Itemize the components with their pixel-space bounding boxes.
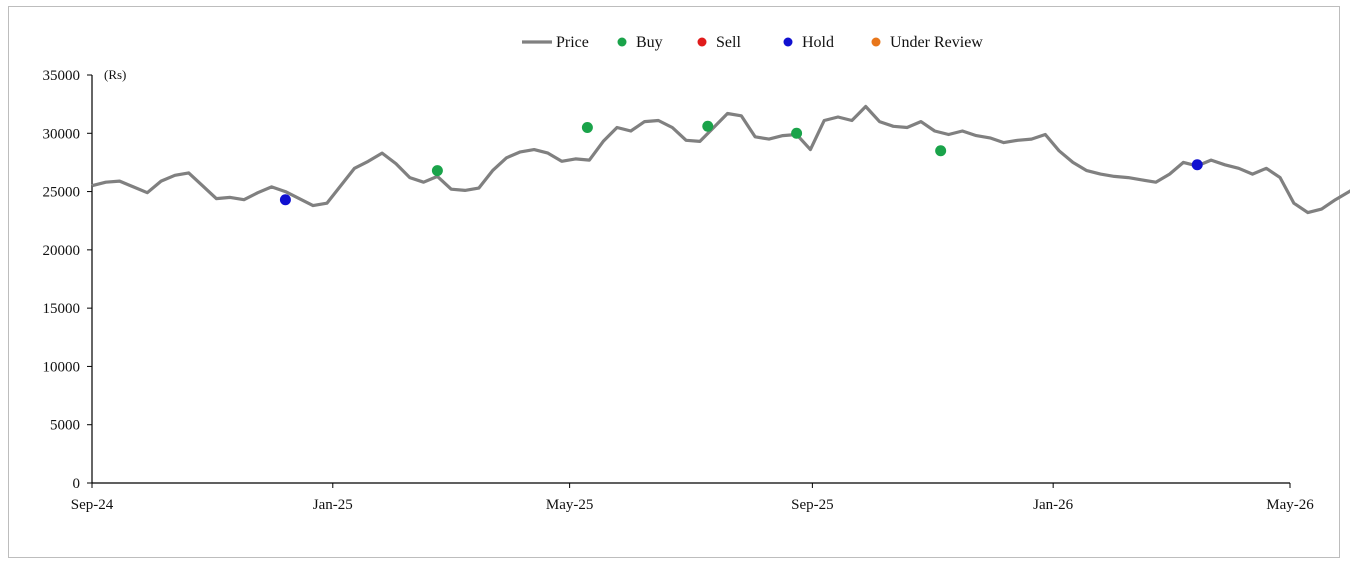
y-tick-label: 30000 — [43, 126, 81, 142]
legend-swatch-dot — [784, 38, 793, 47]
marker-buy — [582, 122, 593, 133]
legend-item-sell: Sell — [698, 34, 742, 51]
legend-item-under-review: Under Review — [872, 34, 984, 51]
y-tick-label: 15000 — [43, 301, 81, 317]
legend-item-price: Price — [522, 34, 589, 51]
x-tick-label: Sep-25 — [791, 497, 834, 513]
x-tick-label: May-26 — [1266, 497, 1314, 513]
marker-buy — [702, 121, 713, 132]
y-tick-label: 5000 — [50, 418, 80, 434]
legend-item-hold: Hold — [784, 34, 835, 51]
marker-buy — [935, 145, 946, 156]
legend-item-buy: Buy — [618, 34, 663, 51]
y-tick-label: 25000 — [43, 185, 81, 201]
legend: Price Buy Sell Hold Under Review — [522, 34, 983, 51]
x-axis: Sep-24 Jan-25 May-25 Sep-25 Jan-26 May-26 — [71, 483, 1314, 513]
y-axis: 0 5000 10000 15000 20000 25000 30000 35000 — [43, 68, 93, 492]
legend-label: Under Review — [890, 34, 983, 51]
marker-buy — [432, 165, 443, 176]
y-tick-label: 0 — [73, 476, 81, 492]
x-tick-label: Jan-25 — [313, 497, 353, 513]
series-line-price — [92, 107, 1350, 213]
legend-swatch-dot — [872, 38, 881, 47]
x-tick-label: Sep-24 — [71, 497, 114, 513]
marker-buy — [791, 128, 802, 139]
plot-area — [92, 107, 1350, 213]
legend-swatch-dot — [618, 38, 627, 47]
legend-label: Buy — [636, 34, 663, 51]
marker-hold — [1192, 159, 1203, 170]
legend-swatch-dot — [698, 38, 707, 47]
y-tick-label: 20000 — [43, 243, 81, 259]
legend-label: Price — [556, 34, 589, 51]
legend-label: Hold — [802, 34, 834, 51]
y-axis-unit-label: (Rs) — [104, 67, 126, 82]
y-tick-label: 10000 — [43, 359, 81, 375]
y-tick-label: 35000 — [43, 68, 81, 84]
x-tick-label: Jan-26 — [1033, 497, 1073, 513]
marker-hold — [280, 194, 291, 205]
legend-label: Sell — [716, 34, 741, 51]
x-tick-label: May-25 — [546, 497, 594, 513]
